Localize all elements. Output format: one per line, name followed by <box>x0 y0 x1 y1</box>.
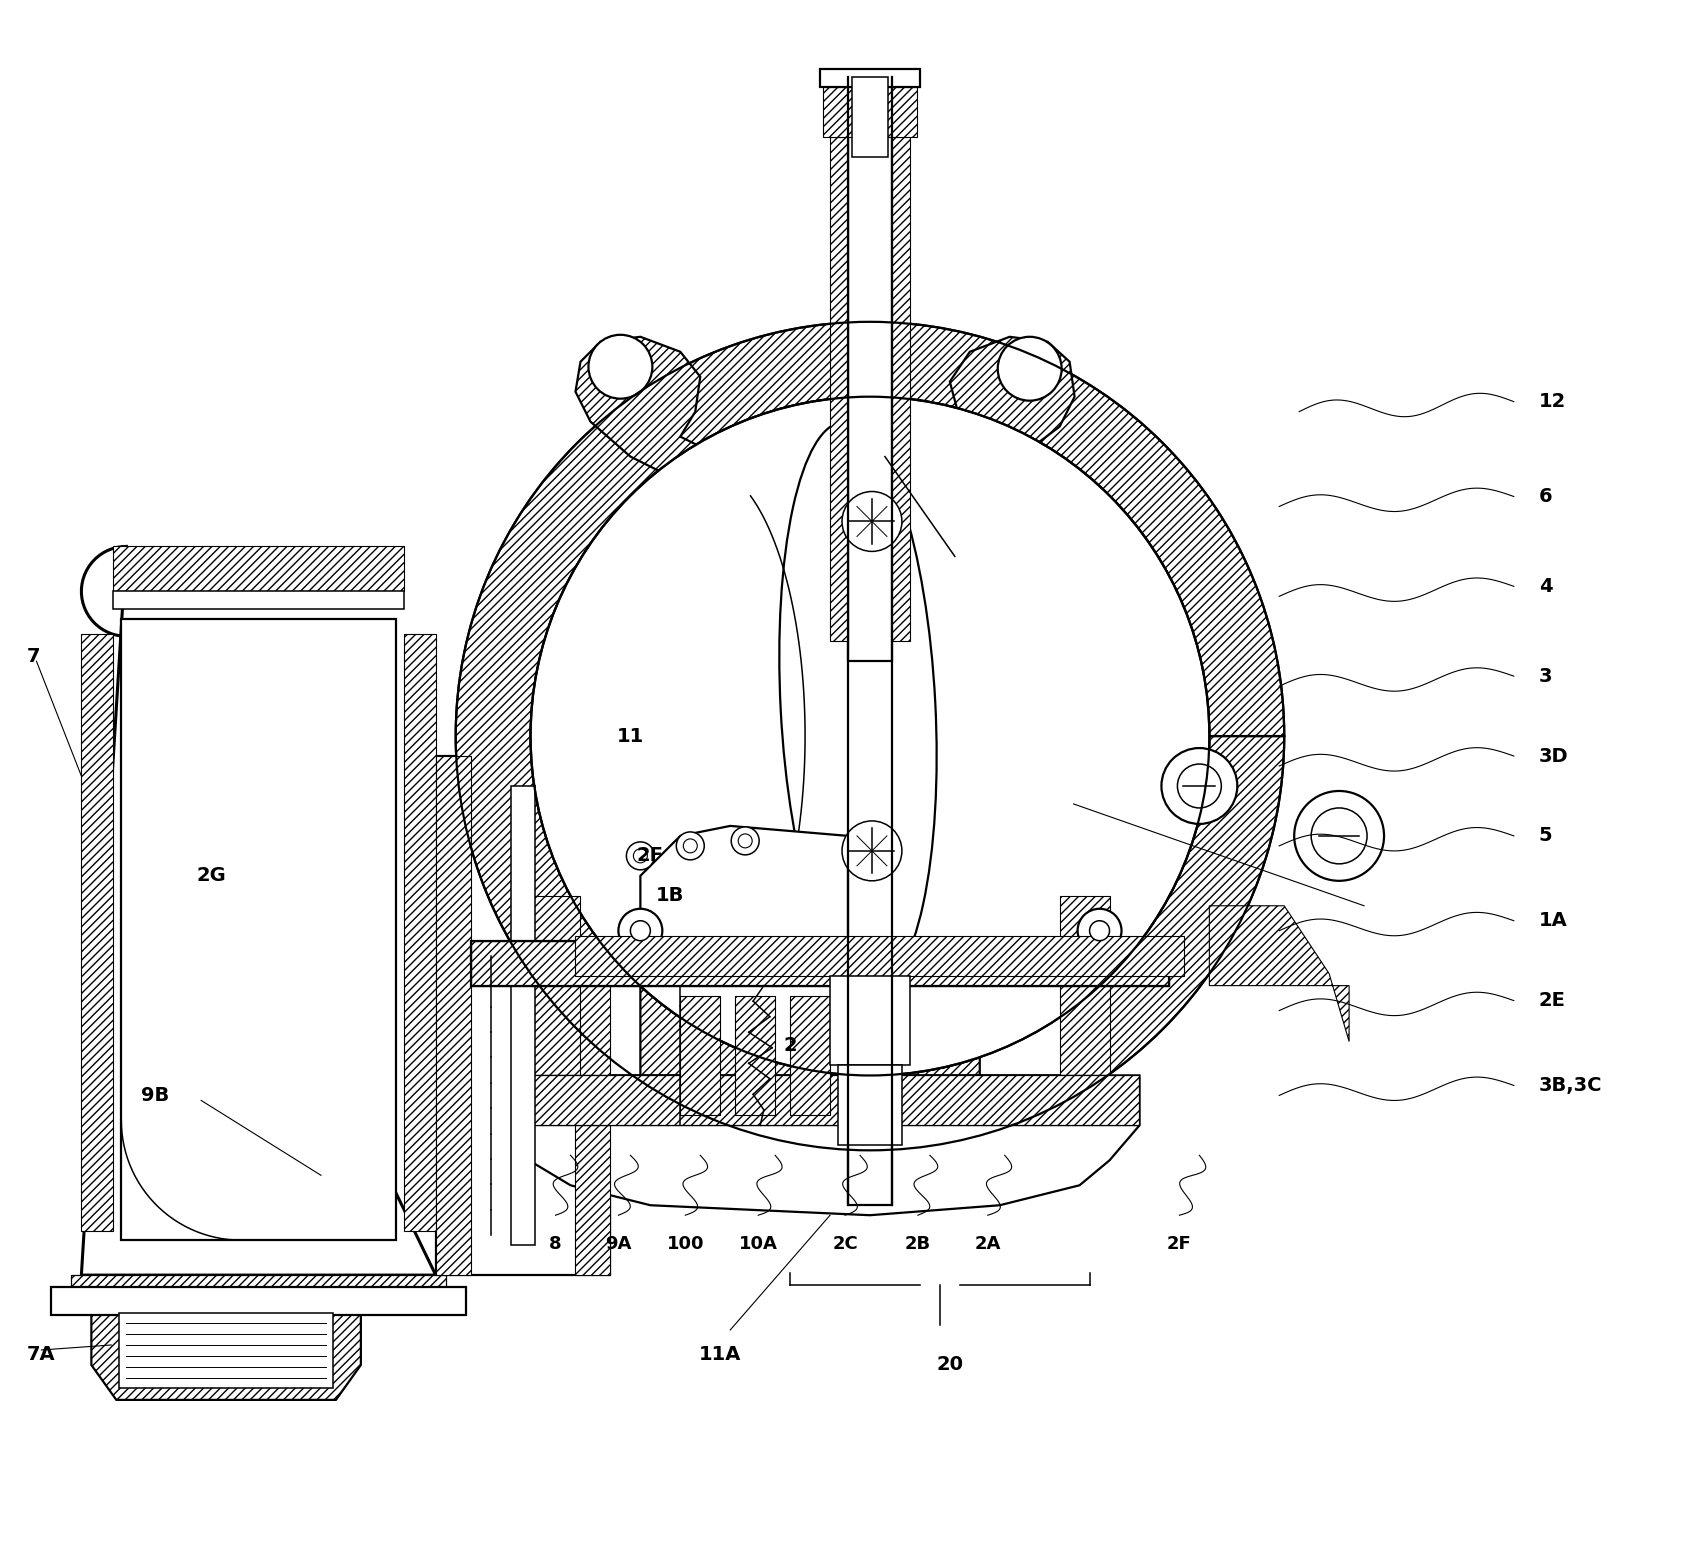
Bar <box>119 1313 333 1388</box>
Polygon shape <box>436 756 610 1274</box>
Circle shape <box>842 822 902 881</box>
Circle shape <box>627 842 654 870</box>
Text: 2B: 2B <box>905 1235 931 1253</box>
Text: 3: 3 <box>1538 666 1552 686</box>
Polygon shape <box>521 1075 1139 1215</box>
Bar <box>847 1075 891 1206</box>
Circle shape <box>998 336 1061 401</box>
Bar <box>576 935 1185 976</box>
Text: 2F: 2F <box>1167 1235 1192 1253</box>
Text: 7A: 7A <box>27 1346 54 1365</box>
Text: 7: 7 <box>27 647 41 666</box>
Bar <box>830 137 847 641</box>
Circle shape <box>1161 748 1238 825</box>
Polygon shape <box>455 322 1284 1150</box>
Ellipse shape <box>779 422 937 990</box>
Bar <box>521 1075 1139 1125</box>
Bar <box>511 786 535 1245</box>
Text: 2: 2 <box>783 1036 796 1055</box>
Bar <box>521 1075 1139 1125</box>
Text: 2A: 2A <box>975 1235 1000 1253</box>
Text: 3B,3C: 3B,3C <box>1538 1075 1603 1095</box>
Bar <box>121 619 396 1240</box>
Polygon shape <box>92 1285 362 1400</box>
Bar <box>847 78 891 661</box>
Bar <box>51 1287 465 1315</box>
Bar <box>790 996 830 1116</box>
Text: 1A: 1A <box>1538 912 1567 930</box>
Bar <box>824 87 917 137</box>
Circle shape <box>732 826 759 854</box>
Bar <box>839 1066 902 1145</box>
Text: 2G: 2G <box>197 867 226 885</box>
Bar <box>891 137 910 641</box>
Text: 10A: 10A <box>739 1235 778 1253</box>
Text: 6: 6 <box>1538 487 1552 506</box>
Text: 20: 20 <box>936 1355 963 1374</box>
Text: 2F: 2F <box>637 846 664 865</box>
Text: 4: 4 <box>1538 577 1552 596</box>
Polygon shape <box>920 336 1075 471</box>
Circle shape <box>630 921 650 941</box>
Bar <box>852 78 888 157</box>
Bar <box>576 756 610 1274</box>
Circle shape <box>676 832 705 860</box>
Bar <box>470 941 1170 985</box>
Polygon shape <box>82 633 114 1231</box>
Circle shape <box>633 850 647 864</box>
Text: 11A: 11A <box>700 1346 742 1365</box>
Text: 11: 11 <box>616 727 644 745</box>
Circle shape <box>1090 921 1109 941</box>
Bar <box>436 756 470 1274</box>
Circle shape <box>1294 790 1384 881</box>
Circle shape <box>1177 764 1221 808</box>
Polygon shape <box>1209 906 1350 1041</box>
Bar <box>681 996 720 1116</box>
Bar <box>114 591 404 610</box>
Text: 9A: 9A <box>604 1235 632 1253</box>
Text: 1B: 1B <box>655 887 684 906</box>
Bar <box>470 941 1170 985</box>
Polygon shape <box>640 826 847 941</box>
Bar <box>735 996 774 1116</box>
Circle shape <box>589 335 652 398</box>
Circle shape <box>1311 808 1367 864</box>
Bar <box>1060 896 1109 1075</box>
Circle shape <box>618 909 662 952</box>
Bar <box>530 896 581 1075</box>
Polygon shape <box>82 546 436 1274</box>
Bar <box>71 1274 445 1290</box>
Polygon shape <box>576 336 740 476</box>
Circle shape <box>739 834 752 848</box>
Text: 3D: 3D <box>1538 747 1569 766</box>
Circle shape <box>530 397 1209 1075</box>
Polygon shape <box>114 546 404 591</box>
Text: 2C: 2C <box>832 1235 857 1253</box>
Bar <box>830 976 910 1066</box>
Text: 12: 12 <box>1538 392 1566 411</box>
Polygon shape <box>404 633 436 1231</box>
Text: 8: 8 <box>548 1235 562 1253</box>
Text: 2E: 2E <box>1538 991 1566 1010</box>
Circle shape <box>842 492 902 551</box>
Text: 5: 5 <box>1538 826 1552 845</box>
Bar <box>820 70 920 87</box>
Polygon shape <box>530 896 1100 1206</box>
Circle shape <box>1078 909 1121 952</box>
Circle shape <box>683 839 698 853</box>
Text: 100: 100 <box>667 1235 705 1253</box>
Text: 9B: 9B <box>141 1086 170 1105</box>
